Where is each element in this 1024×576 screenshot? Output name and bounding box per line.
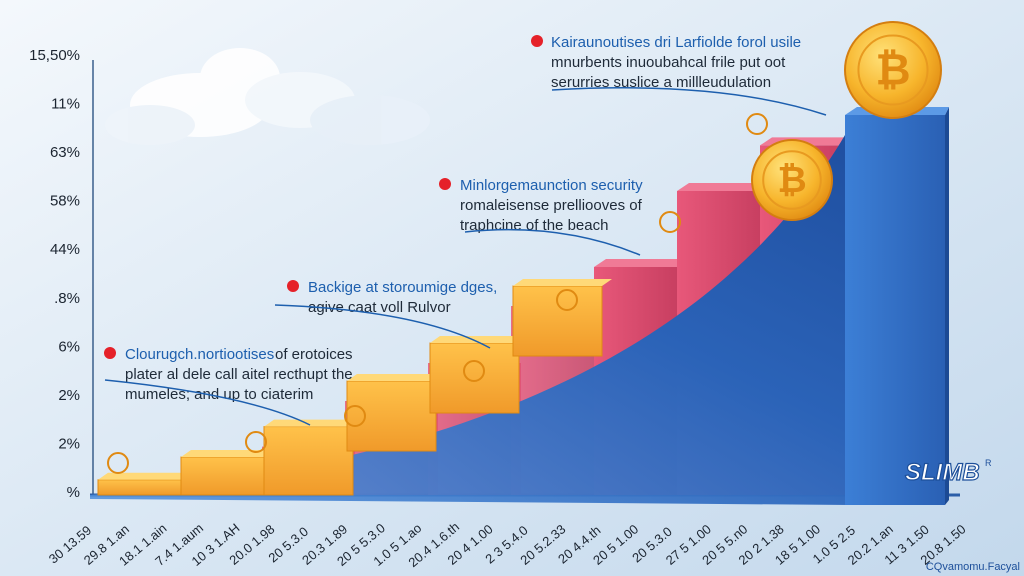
annotations: Kairaunoutises dri Larfiolde forol usile…: [104, 34, 827, 426]
annotation-title: Kairaunoutises dri Larfiolde forol usile: [551, 34, 801, 51]
annotation-marker: [287, 280, 299, 292]
gold-block-top: [513, 279, 612, 286]
currency-glyph: ₿: [875, 46, 910, 94]
y-tick-label: .8%: [54, 290, 80, 307]
gold-block: [346, 380, 437, 452]
gold-block-top: [98, 472, 197, 480]
source-caption: CQvamomu.Facyal: [926, 561, 1020, 573]
stair-bar-top: [594, 259, 699, 267]
coin-badge-icon: [245, 431, 267, 453]
annotation-arrow: [551, 87, 827, 116]
coin-icons: ₿₿: [107, 21, 942, 474]
annotation-title: Minlorgemaunction security: [460, 177, 643, 194]
cloud-illustration: [105, 48, 430, 145]
annotation-line: mumeles; and up to ciaterim: [125, 386, 313, 403]
gold-block: [429, 342, 520, 414]
gold-block: [263, 426, 354, 496]
coin-badge-icon: [659, 211, 681, 233]
annotation-arrow: [104, 379, 311, 426]
gold-block: [180, 456, 271, 496]
y-tick-label: %: [67, 484, 80, 501]
annotation-arrow: [274, 304, 491, 349]
gold-block-top: [430, 336, 529, 343]
coin-badge-icon: [556, 289, 578, 311]
y-tick-label: 15,50%: [29, 47, 80, 64]
coin-badge-icon: [107, 452, 129, 474]
gold-block-top: [264, 419, 363, 427]
growth-curve-area: [90, 135, 850, 505]
y-tick-label: 2%: [58, 435, 80, 452]
currency-glyph: ₿: [777, 159, 806, 200]
annotation-line: agive caat voll Rulvor: [308, 299, 451, 316]
annotation-line: romaleisense prelliooves of: [460, 197, 643, 214]
y-tick-label: 6%: [58, 338, 80, 355]
annotation-marker: [439, 178, 451, 190]
annotation-marker: [531, 35, 543, 47]
y-tick-label: 11%: [51, 96, 80, 113]
y-tick-label: 2%: [58, 387, 80, 404]
brand-logo: SLIMB R: [904, 458, 992, 487]
annotation-line: mnurbents inuoubahcal frile put oot: [551, 54, 786, 71]
coin-rim: [762, 150, 822, 210]
coin-rim: [857, 34, 929, 106]
tallest-bar: [845, 107, 949, 505]
annotation-marker: [104, 347, 116, 359]
logo-superscript: R: [985, 458, 992, 468]
annotation-line: plater al dele call aitel recthupt the: [125, 366, 353, 383]
coin-badge-icon: [746, 113, 768, 135]
annotation-line: traphcine of the beach: [460, 217, 608, 234]
annotation-line: serurries suslice a millleudulation: [551, 74, 771, 91]
y-tick-label: 58%: [50, 193, 80, 210]
coin-badge-icon: [344, 405, 366, 427]
y-tick-labels: 15,50% 11% 63% 58% 44% .8% 6% 2% 2%%: [29, 47, 80, 501]
annotation-arrow: [464, 228, 641, 256]
y-tick-label: 44%: [50, 241, 80, 258]
logo-text: SLIMB: [905, 459, 980, 486]
coin-badge-icon: [463, 360, 485, 382]
gold-block: [97, 479, 188, 496]
annotation-title: Backige at storoumige dges,: [308, 279, 497, 296]
y-tick-label: 63%: [50, 144, 80, 161]
gold-blocks: [97, 279, 612, 496]
annotation-title: Clourugch.nortiootises: [125, 346, 274, 363]
gold-block-top: [347, 374, 446, 381]
annotation-title-suffix: of erotoices: [275, 346, 353, 363]
